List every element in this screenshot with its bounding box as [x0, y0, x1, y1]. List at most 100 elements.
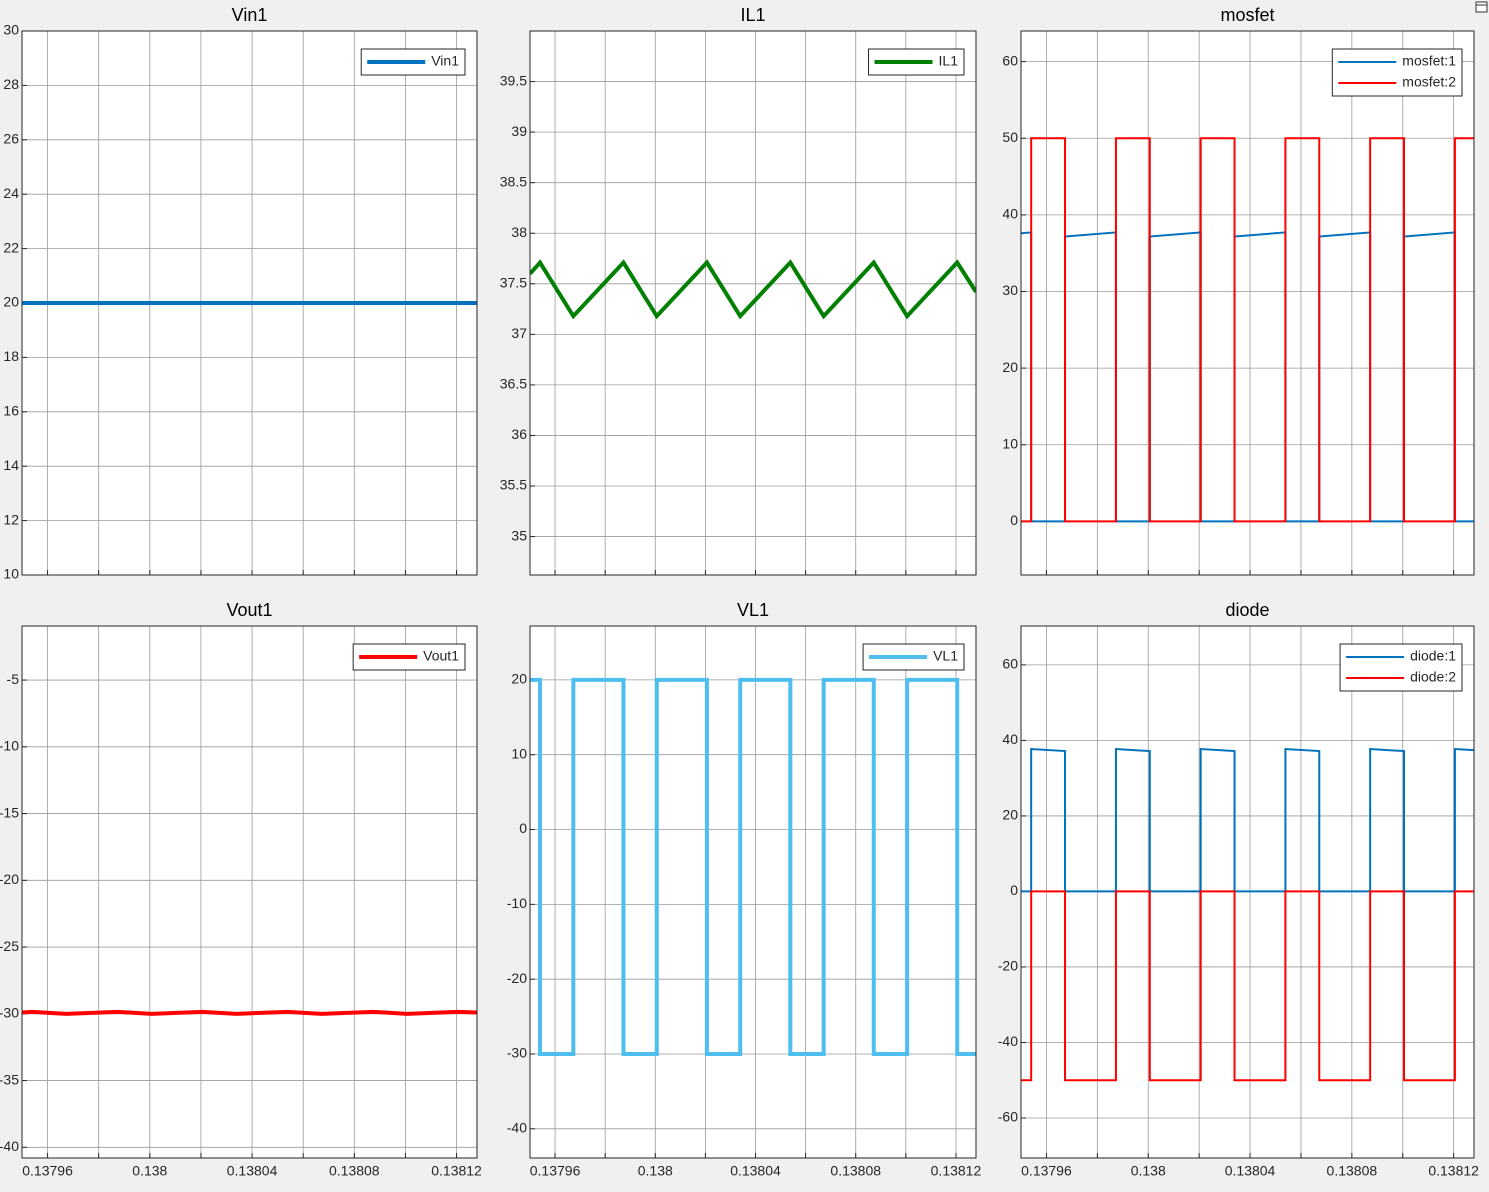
y-tick-label: 22 — [3, 239, 19, 255]
y-tick-label: 30 — [1002, 282, 1018, 298]
series-group — [1021, 747, 1474, 1082]
series-group — [530, 677, 976, 1056]
series-group — [1021, 137, 1474, 523]
y-tick-label: 40 — [1002, 731, 1018, 747]
y-tick-label: 0 — [519, 820, 527, 836]
y-tick-label: -20 — [507, 970, 527, 986]
y-tick-label: -40 — [507, 1120, 527, 1136]
y-tick-label: 36.5 — [500, 376, 527, 392]
subplot: IL1 35 35.5 36 36.5 37 37.5 38 38.5 39 39.5 IL1 — [500, 5, 977, 576]
x-tick-label: 0.13812 — [1428, 1163, 1479, 1179]
y-tick-label: -15 — [0, 804, 19, 820]
legend-box — [1331, 48, 1463, 97]
series-line — [530, 677, 976, 1056]
legend-label: diode:1 — [1410, 648, 1456, 664]
y-tick-label: 37 — [511, 325, 527, 341]
x-tick-label: 0.13804 — [227, 1163, 278, 1179]
y-tick-label: -35 — [0, 1071, 19, 1087]
legend: mosfet:1 mosfet:2 — [1331, 48, 1463, 97]
series-line — [530, 259, 976, 320]
y-tick-label: 10 — [3, 566, 19, 582]
y-tick-label: -20 — [998, 958, 1018, 974]
subplot-title: mosfet — [1220, 5, 1274, 25]
subplot-title: Vin1 — [232, 5, 268, 25]
x-tick-label: 0.13796 — [1021, 1163, 1072, 1179]
y-tick-label: 14 — [3, 457, 19, 473]
subplot-title: Vout1 — [226, 600, 272, 620]
y-tick-label: -20 — [0, 871, 19, 887]
y-tick-label: 20 — [1002, 359, 1018, 375]
y-tick-label: 60 — [1002, 52, 1018, 68]
y-tick-label: -40 — [0, 1138, 19, 1154]
x-tick-label: 0.138 — [132, 1163, 167, 1179]
y-tick-label: 35 — [511, 527, 527, 543]
series-line — [1021, 890, 1474, 1082]
x-tick-label: 0.138 — [638, 1163, 673, 1179]
y-tick-label: 38.5 — [500, 173, 527, 189]
y-tick-label: 30 — [3, 22, 19, 38]
y-tick-label: -5 — [7, 671, 20, 687]
axes-box — [529, 30, 977, 576]
legend: IL1 — [868, 48, 965, 76]
y-tick-label: 20 — [1002, 807, 1018, 823]
subplot: Vout1 -40 -35 -30 -25 -20 -15 -10 -5 0.13796 0.138… — [0, 600, 482, 1179]
x-tick-label: 0.138 — [1131, 1163, 1166, 1179]
series-group — [530, 259, 976, 320]
y-tick-label: 10 — [511, 745, 527, 761]
legend: VL1 — [862, 643, 965, 671]
y-tick-label: 40 — [1002, 206, 1018, 222]
axes-box — [21, 625, 478, 1159]
x-tick-label: 0.13796 — [530, 1163, 581, 1179]
subplot: mosfet 0 10 20 30 40 50 60 mosfet:1 mosfet:2 — [1002, 5, 1475, 576]
legend-label: VL1 — [933, 648, 958, 664]
y-tick-label: -60 — [998, 1109, 1018, 1125]
y-tick-label: 60 — [1002, 656, 1018, 672]
axes-box — [1020, 625, 1475, 1159]
x-tick-label: 0.13808 — [1327, 1163, 1378, 1179]
y-tick-label: 37.5 — [500, 274, 527, 290]
y-tick-label: 26 — [3, 131, 19, 147]
y-tick-label: 50 — [1002, 129, 1018, 145]
y-tick-label: 16 — [3, 403, 19, 419]
series-line — [22, 1009, 477, 1016]
y-tick-label: -40 — [998, 1033, 1018, 1049]
y-tick-label: 18 — [3, 348, 19, 364]
series-line — [1021, 137, 1474, 523]
legend: Vout1 — [352, 643, 466, 671]
legend-label: Vout1 — [423, 648, 459, 664]
legend-label: Vin1 — [431, 53, 459, 69]
x-tick-label: 0.13812 — [931, 1163, 982, 1179]
y-tick-label: -30 — [0, 1005, 19, 1021]
y-tick-label: -10 — [0, 738, 19, 754]
y-tick-label: 39.5 — [500, 72, 527, 88]
y-tick-label: 35.5 — [500, 477, 527, 493]
x-tick-label: 0.13808 — [830, 1163, 881, 1179]
legend-label: mosfet:1 — [1402, 53, 1456, 69]
x-tick-label: 0.13808 — [329, 1163, 380, 1179]
legend: Vin1 — [360, 48, 466, 76]
y-tick-label: 28 — [3, 76, 19, 92]
y-tick-label: -10 — [507, 895, 527, 911]
y-tick-label: 12 — [3, 511, 19, 527]
y-tick-label: 20 — [511, 671, 527, 687]
series-line — [1021, 747, 1474, 893]
x-tick-label: 0.13804 — [730, 1163, 781, 1179]
subplot-title: VL1 — [737, 600, 769, 620]
y-tick-label: 0 — [1010, 512, 1018, 528]
subplot: VL1 -40 -30 -20 -10 0 10 20 0.13796 0.138 0.13804 0… — [507, 600, 982, 1179]
subplot-title: IL1 — [740, 5, 765, 25]
legend: diode:1 diode:2 — [1339, 643, 1463, 692]
y-tick-label: 36 — [511, 426, 527, 442]
y-tick-label: 24 — [3, 185, 19, 201]
x-tick-label: 0.13812 — [431, 1163, 482, 1179]
axes-box — [21, 30, 478, 576]
y-tick-label: 0 — [1010, 882, 1018, 898]
series-group — [22, 1009, 477, 1016]
dock-icon[interactable] — [1475, 1, 1488, 13]
subplot: Vin1 10 12 14 16 18 20 22 24 26 28 30 Vin1 — [3, 5, 478, 582]
legend-label: IL1 — [939, 53, 959, 69]
legend-box — [1339, 643, 1463, 692]
y-tick-label: -25 — [0, 938, 19, 954]
